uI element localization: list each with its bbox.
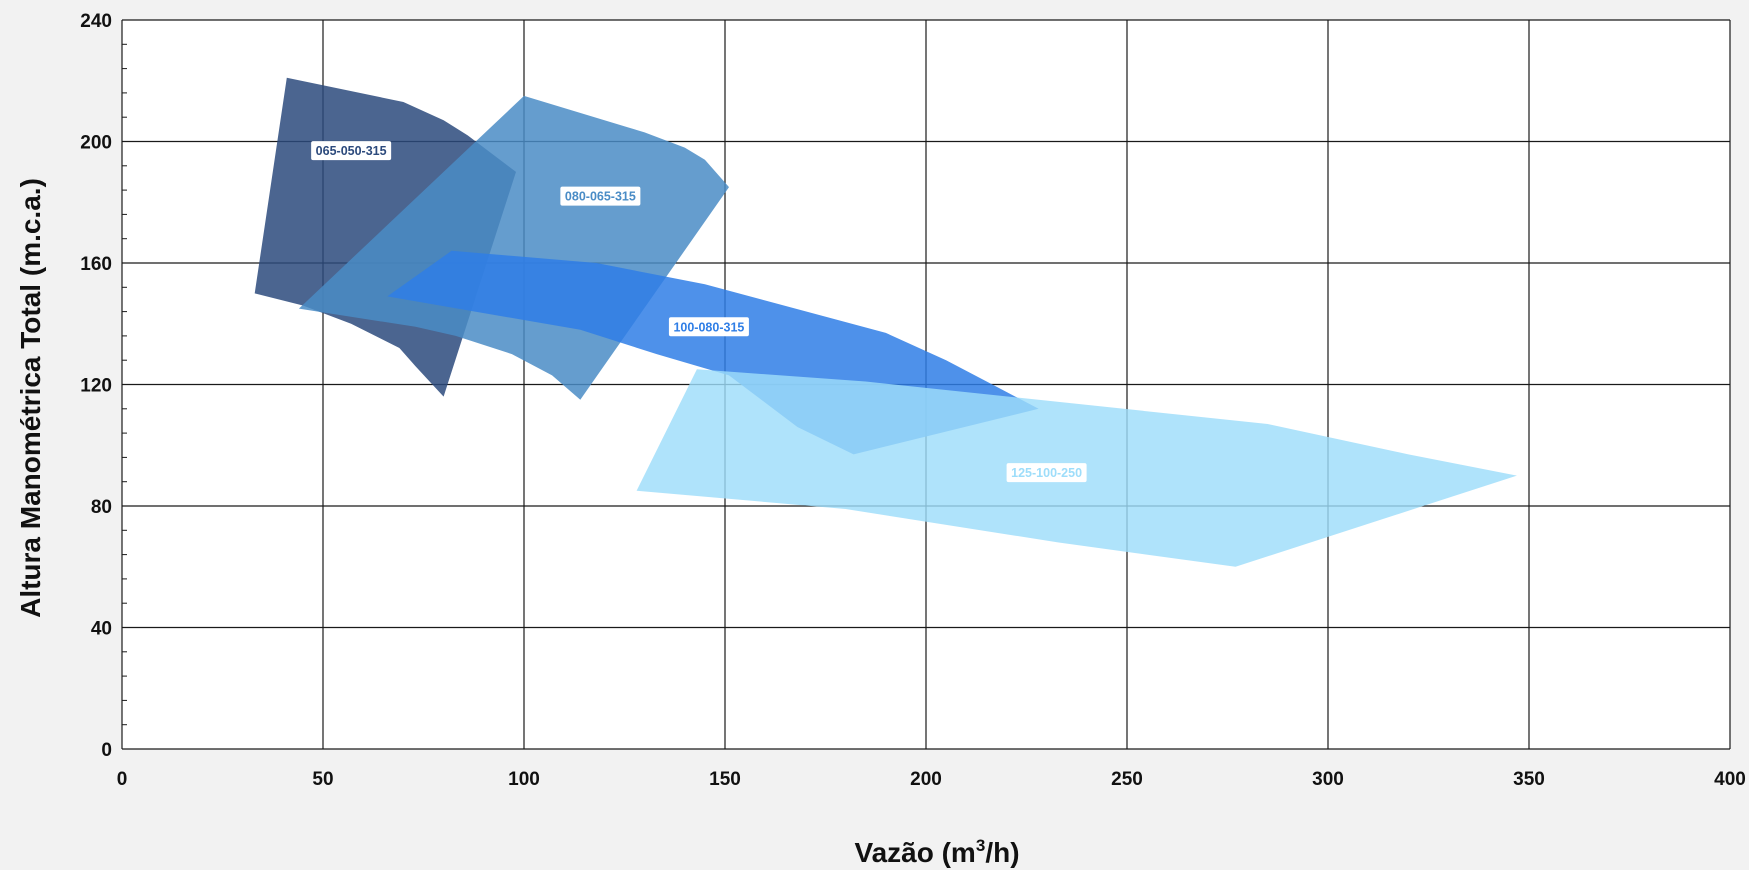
x-tick-label-150: 150 <box>709 769 741 790</box>
y-tick-labels: 0 40 80 120 160 200 240 <box>80 11 112 761</box>
x-axis-title-main: Vazão (m <box>854 837 975 868</box>
series-label-125-100-250: 125-100-250 <box>1006 463 1087 483</box>
x-tick-label-200: 200 <box>910 769 942 790</box>
y-axis-title: Altura Manométrica Total (m.c.a.) <box>15 178 46 618</box>
x-axis-title-tail: /h) <box>985 837 1019 868</box>
series-label-text: 080-065-315 <box>565 190 636 204</box>
series-label-065-050-315: 065-050-315 <box>311 141 392 161</box>
y-tick-label-200: 200 <box>80 133 112 154</box>
y-tick-label-160: 160 <box>80 254 112 275</box>
x-tick-label-100: 100 <box>508 769 540 790</box>
y-tick-label-0: 0 <box>101 740 112 761</box>
series-label-text: 125-100-250 <box>1011 466 1082 480</box>
series-label-box <box>668 317 749 337</box>
x-tick-labels: 0 50 100 150 200 250 300 350 400 <box>117 769 1746 790</box>
x-tick-label-350: 350 <box>1513 769 1545 790</box>
x-tick-label-400: 400 <box>1714 769 1746 790</box>
series-label-box <box>560 186 641 206</box>
x-tick-label-250: 250 <box>1111 769 1143 790</box>
series-label-box <box>1006 463 1087 483</box>
x-tick-label-300: 300 <box>1312 769 1344 790</box>
x-axis-title-sup: 3 <box>976 836 985 855</box>
minor-ticks <box>122 19 127 750</box>
x-axis-title: Vazão (m3/h) <box>854 836 1019 868</box>
series-label-text: 100-080-315 <box>673 320 744 334</box>
y-tick-label-40: 40 <box>91 619 112 640</box>
series-label-100-080-315: 100-080-315 <box>668 317 749 337</box>
series-label-box <box>311 141 392 161</box>
y-tick-label-240: 240 <box>80 11 112 32</box>
series-label-080-065-315: 080-065-315 <box>560 186 641 206</box>
series-labels: 065-050-315 080-065-315 100-080-315 125-100… <box>311 141 1087 483</box>
x-tick-label-0: 0 <box>117 769 128 790</box>
y-tick-label-80: 80 <box>91 497 112 518</box>
y-tick-label-120: 120 <box>80 376 112 397</box>
series-label-text: 065-050-315 <box>316 144 387 158</box>
x-tick-label-50: 50 <box>312 769 333 790</box>
